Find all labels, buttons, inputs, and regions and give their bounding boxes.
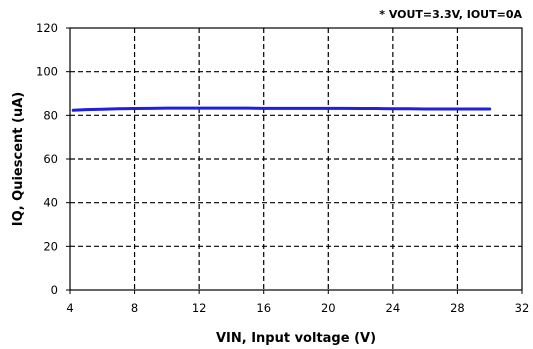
y-tick-label: 100 <box>36 65 58 79</box>
x-tick-label: 20 <box>321 301 336 315</box>
series-layer <box>71 106 492 112</box>
y-tick-label: 60 <box>43 152 58 166</box>
y-axis-ticks: 0 20 40 60 80 100 120 <box>36 21 70 297</box>
y-tick-label: 80 <box>43 108 58 122</box>
y-tick-label: 40 <box>43 196 58 210</box>
y-axis-title: IQ, Quiescent (uA) <box>11 92 26 226</box>
x-axis-title: VIN, Input voltage (V) <box>216 331 376 346</box>
x-tick-label: 12 <box>192 301 207 315</box>
y-tick-label: 120 <box>36 21 58 35</box>
x-tick-label: 24 <box>386 301 401 315</box>
x-tick-label: 4 <box>66 301 73 315</box>
test-condition-annotation: * VOUT=3.3V, IOUT=0A <box>379 8 522 21</box>
y-tick-label: 20 <box>43 239 58 253</box>
x-tick-label: 28 <box>450 301 465 315</box>
x-tick-label: 16 <box>256 301 271 315</box>
x-tick-label: 8 <box>131 301 138 315</box>
x-axis-ticks: 4 8 12 16 20 24 28 32 <box>66 290 529 315</box>
series-line <box>71 106 492 112</box>
grid <box>70 28 522 290</box>
y-tick-label: 0 <box>51 283 58 297</box>
x-tick-label: 32 <box>515 301 530 315</box>
